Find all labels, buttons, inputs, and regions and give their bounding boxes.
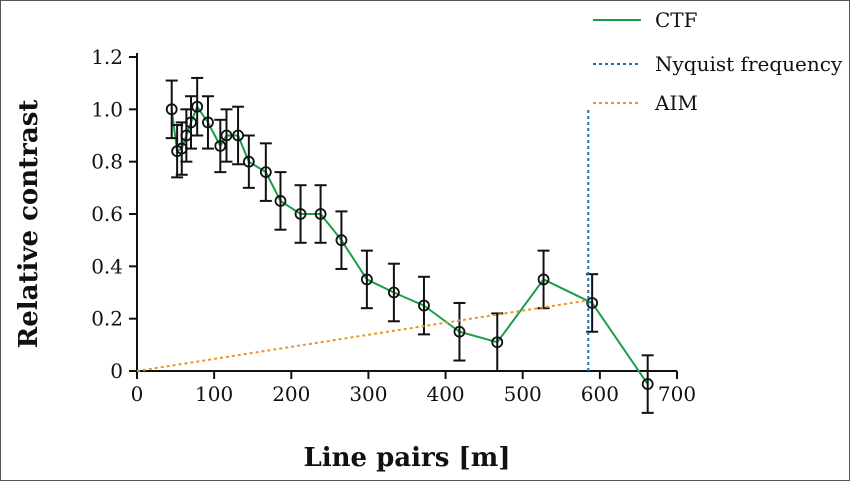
- aim-line: [136, 299, 589, 372]
- data-point: [202, 116, 214, 129]
- legend-label: Nyquist frequency: [655, 52, 843, 76]
- error-bar: [259, 142, 272, 202]
- error-bar: [360, 249, 373, 310]
- x-tick-label: 200: [272, 382, 310, 406]
- data-point: [259, 166, 272, 179]
- data-point: [220, 129, 233, 142]
- x-tick-label: 500: [504, 382, 542, 406]
- error-bar: [165, 79, 178, 140]
- error-bar: [214, 118, 227, 174]
- error-bar: [641, 354, 654, 414]
- y-tick-label: 0.8: [91, 150, 123, 174]
- data-point: [387, 286, 400, 299]
- data-point: [175, 142, 188, 155]
- axes: 0 100 200 300 400 500 600 700 0 0.2 0.4 0.6 0.8 1.0 1.…: [91, 45, 696, 406]
- x-tick-label: 100: [195, 382, 233, 406]
- x-tick-label: 600: [581, 382, 619, 406]
- error-bar: [220, 108, 233, 163]
- x-tick-label: 0: [131, 382, 144, 406]
- data-point: [191, 100, 204, 113]
- error-bar: [294, 184, 307, 244]
- legend-label: CTF: [655, 8, 698, 32]
- data-point: [274, 195, 287, 207]
- data-point: [335, 234, 348, 247]
- ctf-line: [170, 104, 649, 385]
- y-tick-label: 1.2: [91, 45, 123, 69]
- error-bar: [191, 76, 204, 137]
- data-point: [180, 129, 193, 142]
- plot-area: [136, 76, 654, 414]
- y-tick-label: 0.2: [91, 307, 123, 331]
- error-bar: [274, 171, 287, 231]
- error-bar: [417, 275, 430, 336]
- data-point: [214, 140, 227, 152]
- y-tick-label: 1.0: [91, 97, 123, 121]
- data-point: [453, 325, 466, 338]
- error-bar: [314, 184, 327, 244]
- data-point: [232, 129, 244, 142]
- data-point: [314, 208, 327, 220]
- y-axis-title: Relative contrast: [14, 100, 44, 349]
- y-tick-label: 0.6: [91, 202, 123, 226]
- data-point: [537, 273, 550, 286]
- data-point: [491, 336, 504, 349]
- error-bar: [537, 249, 550, 310]
- error-bar: [453, 301, 466, 362]
- error-bar: [242, 134, 255, 189]
- x-axis-title: Line pairs [m]: [303, 443, 510, 473]
- data-point: [641, 378, 654, 390]
- error-bar: [201, 95, 214, 150]
- data-point: [242, 155, 255, 168]
- legend-label: AIM: [654, 91, 698, 115]
- data-point: [165, 103, 178, 116]
- data-point: [586, 297, 599, 309]
- data-point: [185, 116, 197, 129]
- data-point: [360, 273, 373, 286]
- x-tick-label: 400: [426, 382, 464, 406]
- data-point: [294, 208, 307, 220]
- legend: CTF Nyquist frequency AIM: [593, 8, 843, 115]
- x-tick-label: 700: [658, 382, 696, 406]
- error-bar: [232, 105, 245, 166]
- x-tick-label: 300: [349, 382, 387, 406]
- y-tick-label: 0: [110, 359, 123, 383]
- error-bar: [335, 210, 348, 270]
- error-bar: [387, 262, 400, 323]
- data-point: [418, 299, 430, 312]
- y-tick-label: 0.4: [91, 254, 123, 278]
